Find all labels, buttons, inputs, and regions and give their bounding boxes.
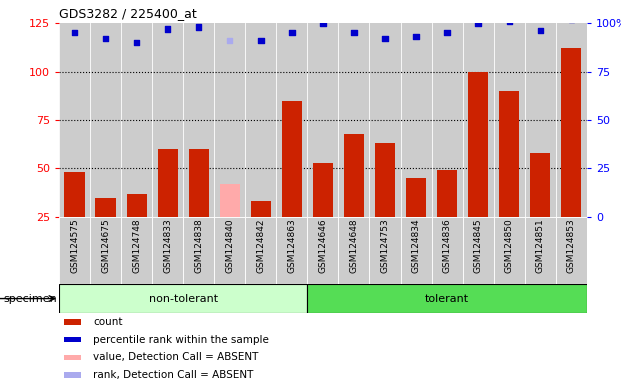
Bar: [307, 284, 587, 313]
Bar: [561, 48, 581, 217]
Point: [225, 37, 235, 43]
Bar: [282, 101, 302, 217]
Point: [566, 16, 576, 22]
Point: [535, 28, 545, 34]
Text: GSM124833: GSM124833: [163, 218, 172, 273]
Point: [380, 35, 390, 41]
Bar: [65, 354, 81, 360]
Point: [287, 30, 297, 36]
Point: [504, 18, 514, 24]
Text: GSM124838: GSM124838: [194, 218, 203, 273]
Text: GSM124748: GSM124748: [132, 218, 141, 273]
Text: value, Detection Call = ABSENT: value, Detection Call = ABSENT: [93, 353, 259, 362]
Bar: [189, 149, 209, 217]
Bar: [65, 172, 84, 217]
Bar: [344, 134, 364, 217]
Bar: [525, 217, 556, 284]
Point: [163, 26, 173, 32]
Bar: [65, 337, 81, 343]
Bar: [406, 178, 426, 217]
Bar: [432, 217, 463, 284]
Bar: [152, 217, 183, 284]
Point: [411, 33, 421, 40]
Bar: [556, 217, 587, 284]
Bar: [276, 217, 307, 284]
Bar: [313, 163, 333, 217]
Point: [256, 37, 266, 43]
Point: [101, 35, 111, 41]
Text: tolerant: tolerant: [425, 293, 469, 304]
Text: GSM124646: GSM124646: [319, 218, 327, 273]
Text: GSM124648: GSM124648: [350, 218, 358, 273]
Bar: [158, 149, 178, 217]
Point: [194, 24, 204, 30]
Text: GSM124675: GSM124675: [101, 218, 110, 273]
Bar: [65, 319, 81, 325]
Bar: [245, 217, 276, 284]
Text: GSM124575: GSM124575: [70, 218, 79, 273]
Text: GSM124842: GSM124842: [256, 218, 265, 273]
Text: specimen: specimen: [3, 293, 57, 304]
Bar: [127, 194, 147, 217]
Point: [349, 30, 359, 36]
Bar: [251, 202, 271, 217]
Bar: [369, 217, 401, 284]
Bar: [401, 217, 432, 284]
Bar: [494, 217, 525, 284]
Point: [442, 30, 452, 36]
Text: count: count: [93, 317, 123, 327]
Bar: [220, 184, 240, 217]
Text: GSM124845: GSM124845: [474, 218, 483, 273]
Point: [70, 30, 79, 36]
Text: GSM124834: GSM124834: [412, 218, 420, 273]
Bar: [530, 153, 550, 217]
Text: GSM124863: GSM124863: [288, 218, 296, 273]
Bar: [307, 217, 338, 284]
Text: non-tolerant: non-tolerant: [148, 293, 218, 304]
Text: GSM124851: GSM124851: [536, 218, 545, 273]
Text: GDS3282 / 225400_at: GDS3282 / 225400_at: [59, 7, 197, 20]
Bar: [214, 217, 245, 284]
Bar: [463, 217, 494, 284]
Text: GSM124840: GSM124840: [225, 218, 234, 273]
Bar: [183, 217, 214, 284]
Bar: [59, 217, 90, 284]
Point: [473, 20, 483, 26]
Bar: [437, 170, 457, 217]
Bar: [65, 372, 81, 378]
Text: percentile rank within the sample: percentile rank within the sample: [93, 334, 269, 344]
Point: [132, 40, 142, 46]
Bar: [59, 284, 307, 313]
Point: [318, 20, 328, 26]
Text: GSM124753: GSM124753: [381, 218, 389, 273]
Bar: [499, 91, 519, 217]
Text: GSM124836: GSM124836: [443, 218, 451, 273]
Bar: [121, 217, 152, 284]
Bar: [468, 71, 488, 217]
Text: GSM124853: GSM124853: [567, 218, 576, 273]
Bar: [338, 217, 369, 284]
Text: rank, Detection Call = ABSENT: rank, Detection Call = ABSENT: [93, 370, 254, 380]
Text: GSM124850: GSM124850: [505, 218, 514, 273]
Bar: [375, 143, 395, 217]
Bar: [96, 198, 116, 217]
Bar: [90, 217, 121, 284]
